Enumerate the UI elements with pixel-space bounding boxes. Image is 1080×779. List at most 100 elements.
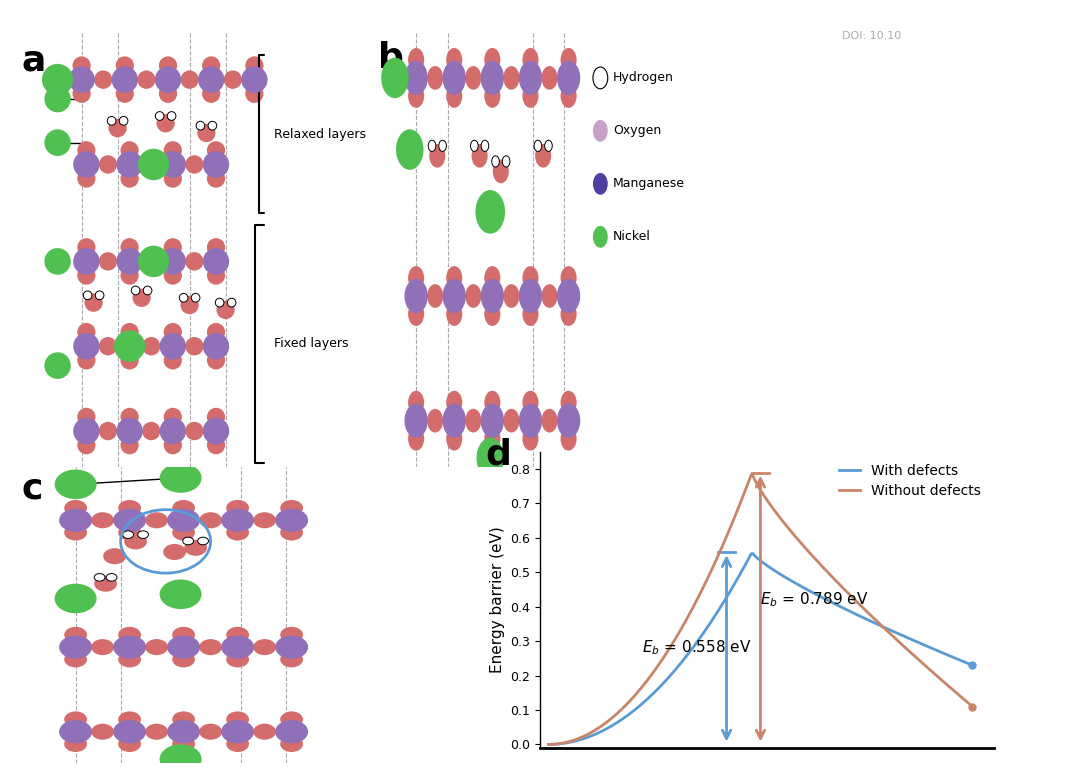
Circle shape xyxy=(221,509,254,532)
Circle shape xyxy=(64,627,87,643)
Circle shape xyxy=(224,70,242,89)
Circle shape xyxy=(280,736,303,752)
Circle shape xyxy=(199,639,222,655)
Circle shape xyxy=(117,151,143,178)
Circle shape xyxy=(518,404,542,438)
Circle shape xyxy=(73,151,99,178)
Circle shape xyxy=(241,66,268,93)
Circle shape xyxy=(484,266,500,290)
Circle shape xyxy=(121,266,138,284)
Circle shape xyxy=(64,651,87,668)
Circle shape xyxy=(280,524,303,541)
Circle shape xyxy=(438,140,446,151)
Circle shape xyxy=(186,155,203,174)
Circle shape xyxy=(114,330,145,362)
With defects xyxy=(928,644,941,654)
Circle shape xyxy=(561,84,577,108)
Circle shape xyxy=(144,286,152,294)
Circle shape xyxy=(484,84,500,108)
Circle shape xyxy=(226,711,249,728)
Circle shape xyxy=(44,129,71,156)
Circle shape xyxy=(561,391,577,414)
Circle shape xyxy=(44,248,71,275)
Circle shape xyxy=(83,291,92,300)
Circle shape xyxy=(280,711,303,728)
Without defects xyxy=(901,645,914,654)
Circle shape xyxy=(561,427,577,450)
Circle shape xyxy=(119,117,127,125)
Circle shape xyxy=(118,524,141,541)
Circle shape xyxy=(106,573,117,581)
Circle shape xyxy=(465,284,482,308)
Circle shape xyxy=(99,337,117,355)
Circle shape xyxy=(203,248,229,275)
Circle shape xyxy=(476,438,504,478)
Circle shape xyxy=(118,736,141,752)
Circle shape xyxy=(78,323,95,341)
Circle shape xyxy=(179,294,188,302)
Circle shape xyxy=(593,67,608,89)
Circle shape xyxy=(446,302,462,326)
Circle shape xyxy=(145,513,168,528)
Circle shape xyxy=(159,56,177,75)
Circle shape xyxy=(117,418,143,444)
Circle shape xyxy=(133,288,151,307)
Circle shape xyxy=(121,141,138,160)
Text: Manganese: Manganese xyxy=(613,178,685,190)
Circle shape xyxy=(118,500,141,516)
Circle shape xyxy=(541,409,557,432)
Circle shape xyxy=(145,639,168,655)
Circle shape xyxy=(157,114,175,132)
Circle shape xyxy=(111,66,138,93)
Circle shape xyxy=(160,580,202,609)
Circle shape xyxy=(408,427,424,450)
With defects xyxy=(542,740,555,749)
Circle shape xyxy=(154,66,181,93)
Circle shape xyxy=(207,436,225,454)
Circle shape xyxy=(523,84,539,108)
Without defects xyxy=(928,669,941,679)
Circle shape xyxy=(121,436,138,454)
Text: Fixed layers: Fixed layers xyxy=(273,337,348,351)
Legend: With defects, Without defects: With defects, Without defects xyxy=(834,459,987,503)
Circle shape xyxy=(132,286,140,294)
Circle shape xyxy=(99,155,117,174)
Circle shape xyxy=(116,56,134,75)
Circle shape xyxy=(544,140,552,151)
Circle shape xyxy=(472,144,488,167)
Text: $E_b$ = 0.789 eV: $E_b$ = 0.789 eV xyxy=(760,590,868,609)
Circle shape xyxy=(541,284,557,308)
Circle shape xyxy=(561,48,577,72)
Circle shape xyxy=(446,266,462,290)
Circle shape xyxy=(475,190,505,234)
Text: c: c xyxy=(22,471,43,506)
Circle shape xyxy=(484,302,500,326)
Circle shape xyxy=(55,470,96,499)
Circle shape xyxy=(208,122,217,130)
Circle shape xyxy=(484,427,500,450)
Circle shape xyxy=(172,711,195,728)
Circle shape xyxy=(593,226,608,248)
Text: DOI: 10.10: DOI: 10.10 xyxy=(842,31,902,41)
Circle shape xyxy=(226,524,249,541)
Circle shape xyxy=(91,724,114,740)
Circle shape xyxy=(207,323,225,341)
With defects xyxy=(543,740,556,749)
Circle shape xyxy=(191,294,200,302)
Circle shape xyxy=(160,745,202,774)
Circle shape xyxy=(159,84,177,103)
Circle shape xyxy=(121,238,138,256)
Circle shape xyxy=(502,156,510,167)
Circle shape xyxy=(202,84,220,103)
Circle shape xyxy=(121,407,138,426)
Text: $E_b$ = 0.558 eV: $E_b$ = 0.558 eV xyxy=(642,639,752,657)
Circle shape xyxy=(561,302,577,326)
Text: d: d xyxy=(486,437,512,471)
Circle shape xyxy=(408,302,424,326)
Line: Without defects: Without defects xyxy=(549,474,972,745)
Without defects xyxy=(966,702,978,711)
Circle shape xyxy=(280,627,303,643)
Circle shape xyxy=(72,84,91,103)
Circle shape xyxy=(124,534,147,549)
Circle shape xyxy=(523,48,539,72)
